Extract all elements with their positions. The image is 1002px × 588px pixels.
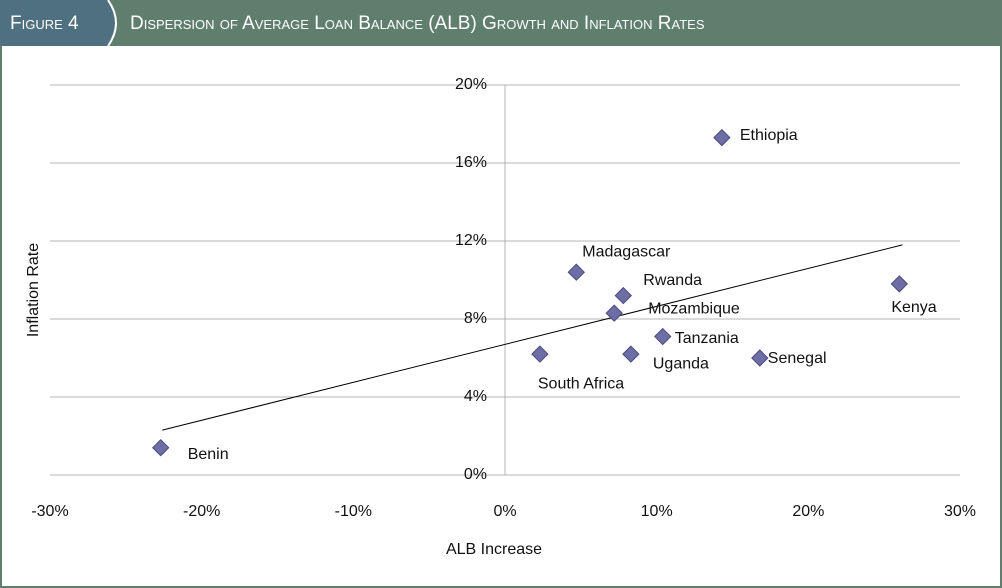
point-label: Ethiopia	[740, 127, 798, 144]
y-tick-label: 0%	[464, 466, 487, 483]
trendline	[162, 244, 903, 431]
header-bar	[0, 0, 1002, 46]
x-tick-label: 20%	[792, 503, 824, 520]
x-tick-label: -20%	[183, 503, 220, 520]
y-tick-label: 12%	[455, 232, 487, 249]
point-label: Mozambique	[648, 300, 740, 317]
point-label: Benin	[188, 446, 229, 463]
x-axis-label: ALB Increase	[446, 541, 542, 558]
figure-label: Figure 4	[10, 13, 79, 34]
x-tick-label: 10%	[641, 503, 673, 520]
data-point	[890, 275, 909, 293]
y-axis-label: Inflation Rate	[25, 243, 42, 337]
data-point	[622, 345, 640, 363]
figure-label-box	[0, 0, 108, 46]
data-point	[605, 304, 623, 322]
point-label: Senegal	[768, 350, 827, 367]
point-label: Tanzania	[675, 330, 739, 347]
data-point	[152, 438, 170, 457]
y-tick-label: 4%	[464, 388, 487, 405]
y-tick-label: 8%	[464, 310, 487, 327]
chart-title: Dispersion of Average Loan Balance (ALB)…	[130, 13, 705, 34]
point-label: Rwanda	[643, 272, 702, 289]
data-point	[614, 286, 633, 305]
data-point	[654, 327, 672, 346]
data-point	[751, 349, 769, 367]
point-label: Kenya	[891, 299, 936, 316]
header-chevron	[107, 0, 117, 47]
y-tick-label: 16%	[455, 154, 487, 171]
x-tick-label: -30%	[31, 503, 68, 520]
x-tick-label: 30%	[944, 503, 976, 520]
data-point	[567, 263, 585, 281]
data-point	[531, 345, 549, 363]
x-tick-label: -10%	[335, 503, 372, 520]
y-tick-label: 20%	[455, 76, 487, 93]
point-label: Madagascar	[582, 243, 671, 260]
point-label: South Africa	[538, 375, 624, 392]
point-label: Uganda	[653, 355, 709, 372]
x-tick-label: 0%	[493, 503, 516, 520]
data-point	[713, 128, 731, 147]
